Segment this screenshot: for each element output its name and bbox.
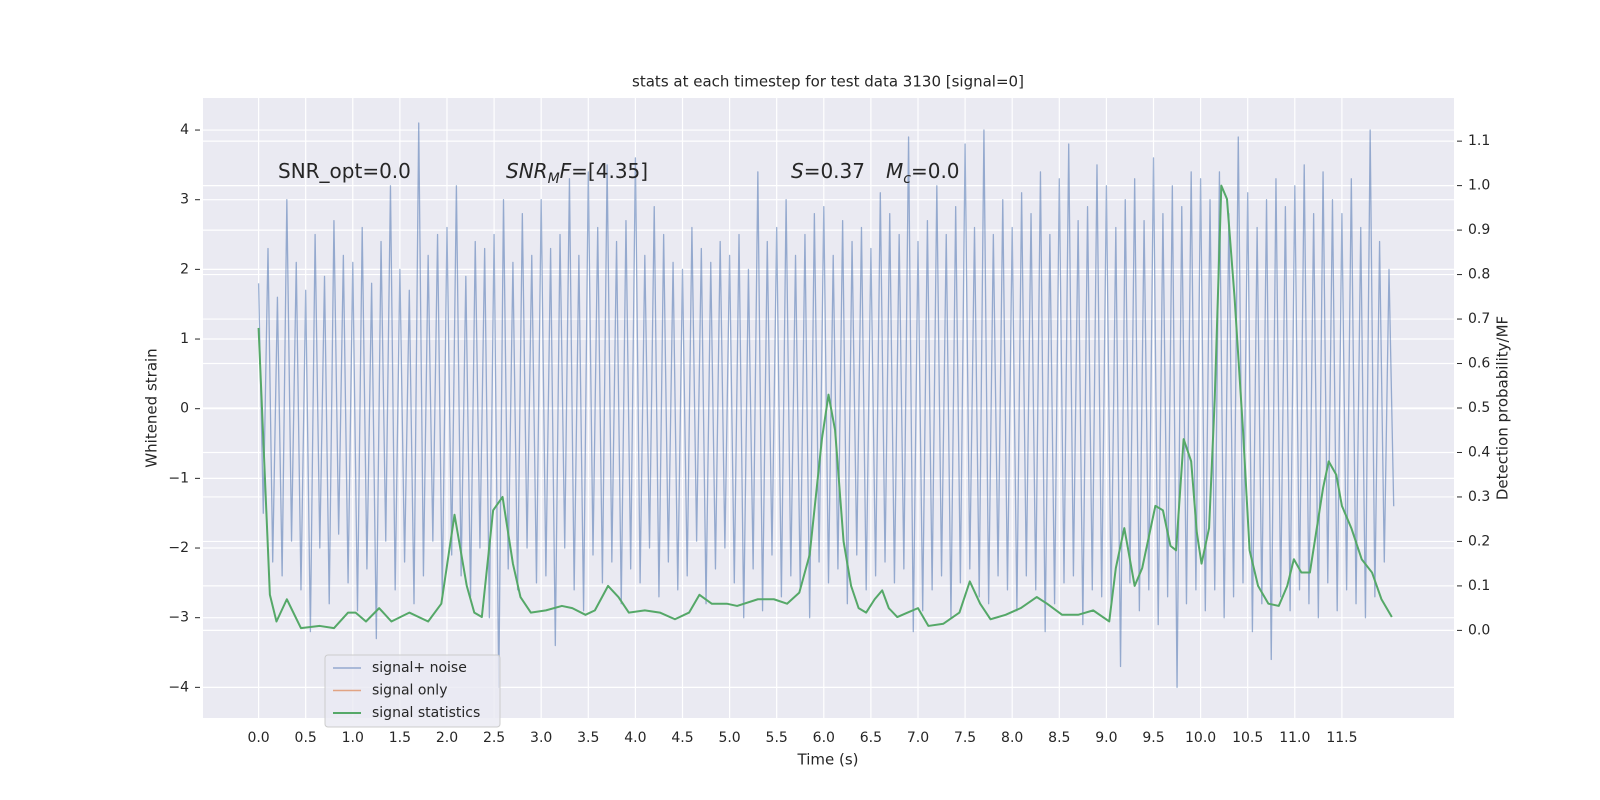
legend-label: signal statistics xyxy=(372,705,480,721)
legend-label: signal only xyxy=(372,683,447,699)
y-tick-label: 2 xyxy=(180,261,189,277)
annotation-part: F xyxy=(560,159,572,183)
labels: 0.0 0.5 1.0 1.5 2.0 2.5 3.0 3.5 4.0 4.5 5.0 5.5 6.0 6… xyxy=(168,122,1490,746)
x-tick-label: 9.0 xyxy=(1095,730,1117,746)
y2-tick-label: 0.0 xyxy=(1468,622,1490,638)
legend-label: signal+ noise xyxy=(372,660,467,676)
x-tick-label: 2.5 xyxy=(483,730,505,746)
y2-tick-label: 0.6 xyxy=(1468,356,1490,372)
x-tick-label: 6.5 xyxy=(860,730,882,746)
y-tick-label: 1 xyxy=(180,331,189,347)
x-tick-label: 10.0 xyxy=(1185,730,1216,746)
x-tick-label: 5.0 xyxy=(718,730,740,746)
plot-marks xyxy=(257,122,1395,688)
y2-tick-label: 0.8 xyxy=(1468,267,1490,283)
y-tick-label: −2 xyxy=(168,540,189,556)
signal-line xyxy=(257,122,1395,688)
annotation-part: =0.37 xyxy=(804,159,865,183)
annotation: S=0.37 xyxy=(791,159,865,183)
x-tick-label: 11.5 xyxy=(1326,730,1357,746)
annotation-part: M xyxy=(886,159,903,183)
x-tick-label: 3.0 xyxy=(530,730,552,746)
y-tick-label: 0 xyxy=(180,401,189,417)
x-tick-label: 8.0 xyxy=(1001,730,1023,746)
y2-axis-label: Detection probability/MF xyxy=(1494,316,1512,500)
y2-tick-label: 0.3 xyxy=(1468,489,1490,505)
y2-tick-label: 0.7 xyxy=(1468,311,1490,327)
annotation-part: =0.0 xyxy=(911,159,960,183)
x-tick-label: 1.0 xyxy=(342,730,364,746)
y-tick-label: −4 xyxy=(168,679,189,695)
annotation-part: M xyxy=(548,171,560,187)
y-tick-label: −1 xyxy=(168,470,189,486)
x-tick-label: 2.0 xyxy=(436,730,458,746)
x-tick-label: 5.5 xyxy=(766,730,788,746)
statistics-line xyxy=(257,184,1393,630)
x-tick-label: 1.5 xyxy=(389,730,411,746)
y2-tick-label: 0.5 xyxy=(1468,400,1490,416)
y-tick-label: −3 xyxy=(168,610,189,626)
x-tick-label: 6.0 xyxy=(813,730,835,746)
y-tick-label: 3 xyxy=(180,192,189,208)
y2-tick-label: 0.4 xyxy=(1468,444,1490,460)
x-tick-label: 4.5 xyxy=(671,730,693,746)
x-tick-label: 11.0 xyxy=(1279,730,1310,746)
x-tick-label: 9.5 xyxy=(1142,730,1164,746)
y2-tick-label: 0.2 xyxy=(1468,533,1490,549)
y2-tick-label: 0.9 xyxy=(1468,222,1490,238)
y2-tick-label: 1.1 xyxy=(1468,133,1490,149)
x-tick-label: 0.5 xyxy=(295,730,317,746)
legend: signal+ noise signal only signal statistic… xyxy=(324,654,501,728)
annotation: SNR_opt=0.0 xyxy=(278,159,411,183)
x-tick-label: 0.0 xyxy=(247,730,269,746)
y2-tick-label: 0.1 xyxy=(1468,578,1490,594)
x-tick-label: 7.5 xyxy=(954,730,976,746)
x-tick-label: 8.5 xyxy=(1048,730,1070,746)
legend-box xyxy=(324,654,501,728)
annotation-part: =[4.35] xyxy=(571,159,648,183)
x-tick-label: 7.0 xyxy=(907,730,929,746)
annotation-part: c xyxy=(903,171,911,187)
annotation: Mc=0.0 xyxy=(886,159,960,187)
chart-title: stats at each timestep for test data 313… xyxy=(632,73,1024,91)
y-tick-label: 4 xyxy=(180,122,189,138)
x-tick-label: 4.0 xyxy=(624,730,646,746)
x-tick-label: 10.5 xyxy=(1232,730,1263,746)
x-tick-label: 3.5 xyxy=(577,730,599,746)
y2-tick-label: 1.0 xyxy=(1468,178,1490,194)
annotation: SNRMF=[4.35] xyxy=(506,159,648,187)
annotation-part: SNR xyxy=(506,159,548,183)
y-axis-label: Whitened strain xyxy=(143,348,161,467)
annotation-part: S xyxy=(791,159,804,183)
x-axis-label: Time (s) xyxy=(797,751,859,769)
